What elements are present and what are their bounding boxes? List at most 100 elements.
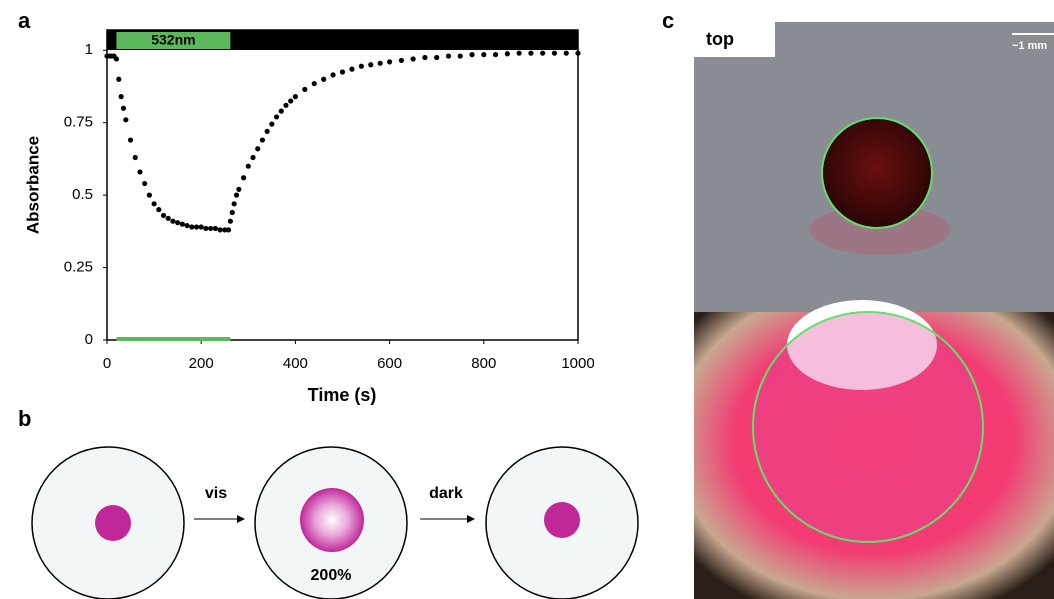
data-point <box>575 51 580 56</box>
data-point <box>378 61 383 66</box>
x-tick-label: 600 <box>377 355 402 372</box>
data-point <box>411 56 416 61</box>
x-axis-title: Time (s) <box>308 385 377 405</box>
figure: a b c Absorbance Time (s) 00.250.50.7510… <box>0 0 1054 599</box>
data-point <box>234 193 239 198</box>
data-point <box>399 58 404 63</box>
gel-outline <box>822 118 932 228</box>
data-point <box>368 62 373 67</box>
data-point <box>208 226 213 231</box>
data-point <box>203 226 208 231</box>
y-tick-label: 0.75 <box>64 114 93 131</box>
data-point <box>184 223 189 228</box>
data-point <box>387 59 392 64</box>
data-point <box>255 146 260 151</box>
data-point <box>147 193 152 198</box>
data-point <box>279 109 284 114</box>
y-axis-title: Absorbance <box>23 136 42 234</box>
data-point <box>265 129 270 134</box>
data-point <box>161 213 166 218</box>
data-point <box>517 51 522 56</box>
gel-spot <box>95 505 131 541</box>
data-point <box>446 53 451 58</box>
data-point <box>359 64 364 69</box>
data-point <box>189 224 194 229</box>
data-point <box>469 52 474 57</box>
photo: top ~1 mm <box>694 22 1054 599</box>
data-point <box>288 98 293 103</box>
data-point <box>199 224 204 229</box>
data-point <box>175 220 180 225</box>
data-point <box>564 51 569 56</box>
y-tick-label: 0.25 <box>64 259 93 276</box>
data-point <box>213 226 218 231</box>
data-point <box>458 53 463 58</box>
x-tick-label: 0 <box>103 355 111 372</box>
gel-outline <box>753 312 983 542</box>
x-tick-label: 200 <box>189 355 214 372</box>
plot-frame <box>107 30 578 340</box>
diagram: vis dark 200% <box>32 447 638 599</box>
data-point <box>340 69 345 74</box>
data-point <box>228 219 233 224</box>
data-point <box>493 52 498 57</box>
data-point <box>116 77 121 82</box>
data-point <box>250 155 255 160</box>
data-point <box>312 81 317 86</box>
data-point <box>246 164 251 169</box>
data-point <box>119 94 124 99</box>
data-point <box>422 55 427 60</box>
scale-bar-label: ~1 mm <box>1012 40 1047 52</box>
panel-label: b <box>18 406 31 431</box>
data-point <box>156 207 161 212</box>
gel-spot-expanded <box>300 488 364 552</box>
step-label: vis <box>205 485 227 502</box>
data-point <box>114 56 119 61</box>
y-tick-label: 1 <box>85 41 93 58</box>
data-point <box>552 51 557 56</box>
data-point <box>330 72 335 77</box>
x-tick-label: 1000 <box>561 355 594 372</box>
data-point <box>232 201 237 206</box>
light-bar-bottom <box>116 337 230 341</box>
data-point <box>180 222 185 227</box>
gel-spot <box>544 502 580 538</box>
data-point <box>274 114 279 119</box>
data-point <box>226 227 231 232</box>
data-point <box>236 187 241 192</box>
data-point <box>217 227 222 232</box>
y-tick-label: 0.5 <box>72 186 93 203</box>
data-point <box>293 94 298 99</box>
data-point <box>349 67 354 72</box>
data-point <box>302 87 307 92</box>
data-point <box>528 51 533 56</box>
photo-label: top <box>706 29 734 49</box>
panel-label: c <box>662 8 674 33</box>
light-label: 532nm <box>151 32 195 48</box>
data-point <box>269 122 274 127</box>
data-point <box>241 175 246 180</box>
data-point <box>434 55 439 60</box>
step-label: dark <box>429 485 463 502</box>
data-point <box>123 117 128 122</box>
x-tick-label: 800 <box>471 355 496 372</box>
panel-label: a <box>18 8 31 33</box>
data-point <box>481 52 486 57</box>
data-point <box>166 216 171 221</box>
data-point <box>128 137 133 142</box>
data-point <box>142 181 147 186</box>
data-point <box>321 77 326 82</box>
data-point <box>260 137 265 142</box>
data-point <box>230 210 235 215</box>
page: a b c Absorbance Time (s) 00.250.50.7510… <box>0 0 1054 599</box>
y-tick-label: 0 <box>85 331 93 348</box>
data-point <box>283 103 288 108</box>
expansion-label: 200% <box>311 567 352 584</box>
data-point <box>121 106 126 111</box>
data-point <box>137 169 142 174</box>
data-point <box>540 51 545 56</box>
data-point <box>170 219 175 224</box>
data-point <box>505 51 510 56</box>
data-point <box>152 201 157 206</box>
